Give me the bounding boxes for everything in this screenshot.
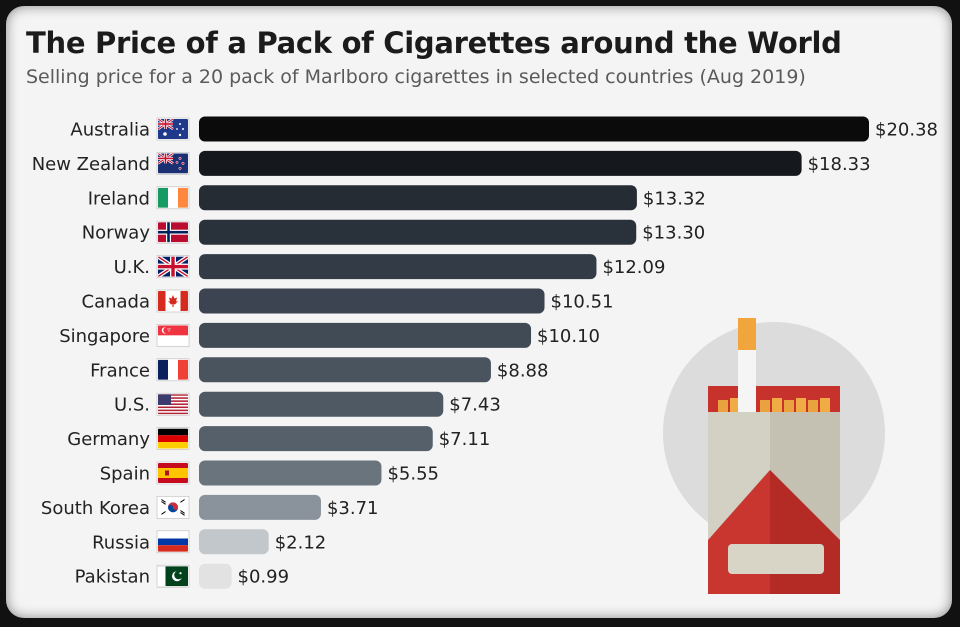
bar: [199, 185, 637, 211]
value-label: $13.30: [642, 223, 705, 244]
category-label: France: [90, 360, 150, 381]
flag-russia-icon: [156, 530, 190, 554]
category-label: Norway: [82, 223, 151, 244]
flag-new-zealand-icon: [156, 152, 190, 175]
flag-us-icon: [156, 392, 190, 416]
bar: [199, 529, 269, 555]
bar: [199, 254, 597, 280]
bar-row-pakistan: Pakistan $0.99: [75, 563, 290, 589]
bar: [199, 288, 545, 314]
bar-row-u-s: U.S. $7.43: [114, 391, 501, 417]
category-label: South Korea: [41, 498, 150, 519]
bar: [199, 494, 321, 520]
chart-title: The Price of a Pack of Cigarettes around…: [26, 26, 842, 60]
bar-row-russia: Russia $2.12: [92, 529, 327, 555]
category-label: Spain: [100, 464, 150, 485]
value-label: $7.43: [449, 395, 501, 416]
bar-row-germany: Germany $7.11: [67, 426, 491, 452]
value-label: $10.10: [537, 326, 600, 347]
flag-australia-icon: [156, 117, 190, 141]
category-label: U.S.: [114, 395, 150, 416]
bar: [199, 426, 433, 452]
bar: [199, 391, 444, 417]
value-label: $18.33: [808, 154, 871, 175]
flag-france-icon: [156, 358, 190, 382]
value-label: $8.88: [497, 360, 549, 381]
value-label: $3.71: [327, 498, 379, 519]
bar-row-spain: Spain $5.55: [100, 460, 439, 486]
flag-norway-icon: [156, 220, 190, 244]
bar-row-australia: Australia $20.38: [70, 116, 938, 142]
bar-row-france: France $8.88: [90, 357, 549, 383]
value-label: $10.51: [551, 292, 614, 313]
flag-singapore-icon: [156, 324, 190, 347]
bar: [199, 150, 802, 176]
value-label: $5.55: [387, 464, 439, 485]
bar-row-canada: Canada $10.51: [82, 288, 614, 314]
flag-canada-icon: [156, 289, 190, 313]
value-label: $2.12: [275, 532, 327, 553]
bar: [199, 460, 382, 486]
flag-south-korea-icon: [156, 496, 190, 519]
value-label: $12.09: [602, 257, 665, 278]
value-label: $0.99: [238, 567, 290, 588]
category-label: Singapore: [59, 326, 150, 347]
bar: [199, 116, 869, 142]
category-label: Ireland: [88, 188, 150, 209]
flag-spain-icon: [156, 461, 190, 485]
category-label: Australia: [70, 120, 150, 141]
bar: [199, 322, 532, 348]
category-label: Pakistan: [75, 567, 150, 588]
bar: [199, 357, 491, 383]
category-label: Russia: [92, 532, 150, 553]
category-label: New Zealand: [32, 154, 150, 175]
chart-subtitle: Selling price for a 20 pack of Marlboro …: [26, 66, 806, 88]
value-label: $13.32: [643, 188, 706, 209]
category-label: U.K.: [114, 257, 150, 278]
category-label: Germany: [67, 429, 150, 450]
flag-ireland-icon: [156, 186, 190, 210]
bar-row-singapore: Singapore $10.10: [59, 322, 600, 348]
category-label: Canada: [82, 292, 151, 313]
value-label: $20.38: [875, 120, 938, 141]
bar-row-south-korea: South Korea $3.71: [41, 494, 379, 520]
value-label: $7.11: [439, 429, 491, 450]
flag-pakistan-icon: [156, 564, 190, 588]
bar-row-norway: Norway $13.30: [82, 219, 705, 245]
bar-row-u-k: U.K. $12.09: [114, 254, 665, 280]
bar-row-new-zealand: New Zealand $18.33: [32, 150, 871, 176]
flag-uk-icon: [156, 255, 190, 278]
flag-germany-icon: [156, 427, 190, 450]
bar: [199, 219, 637, 245]
bar-row-ireland: Ireland $13.32: [88, 185, 706, 211]
cigarette-pack-icon: [663, 318, 885, 594]
bar: [199, 563, 232, 589]
